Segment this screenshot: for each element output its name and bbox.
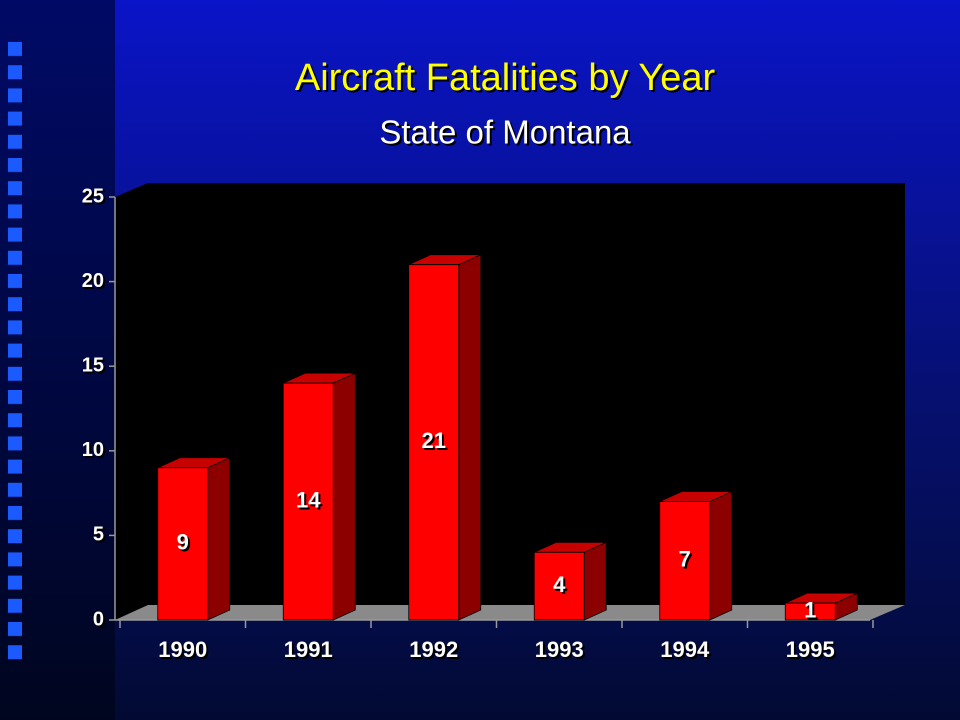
bar xyxy=(408,264,460,621)
bar xyxy=(282,382,334,621)
bar-side xyxy=(458,254,482,621)
x-tick-label: 1995 xyxy=(786,637,835,662)
x-tick-label: 1991 xyxy=(284,637,333,662)
bar xyxy=(784,602,836,621)
y-tick-label: 20 xyxy=(82,270,104,292)
value-label: 1 xyxy=(804,597,816,622)
bar xyxy=(659,501,711,621)
y-tick-label: 15 xyxy=(82,354,104,376)
value-label: 9 xyxy=(177,530,189,555)
y-tick-label: 10 xyxy=(82,439,104,461)
x-tick-label: 1990 xyxy=(158,637,207,662)
stripe-squares xyxy=(8,42,24,662)
chart-title: Aircraft Fatalities by Year xyxy=(295,57,716,99)
y-tick-label: 25 xyxy=(82,185,104,207)
y-tick-label: 5 xyxy=(93,524,104,546)
bar-side xyxy=(709,490,733,621)
bar xyxy=(157,467,209,621)
value-label: 7 xyxy=(679,547,691,572)
x-tick-label: 1993 xyxy=(535,637,584,662)
value-label: 14 xyxy=(296,487,321,512)
value-label: 4 xyxy=(553,572,566,597)
bar-side xyxy=(207,457,231,621)
x-tick-label: 1992 xyxy=(409,637,458,662)
y-tick-label: 0 xyxy=(93,608,104,630)
bar-side xyxy=(583,541,607,621)
bar-side xyxy=(332,372,356,621)
chart-subtitle: State of Montana xyxy=(379,114,631,151)
x-tick-label: 1994 xyxy=(660,637,710,662)
plot-area xyxy=(115,183,905,620)
bar xyxy=(533,551,585,621)
value-label: 21 xyxy=(422,428,446,453)
